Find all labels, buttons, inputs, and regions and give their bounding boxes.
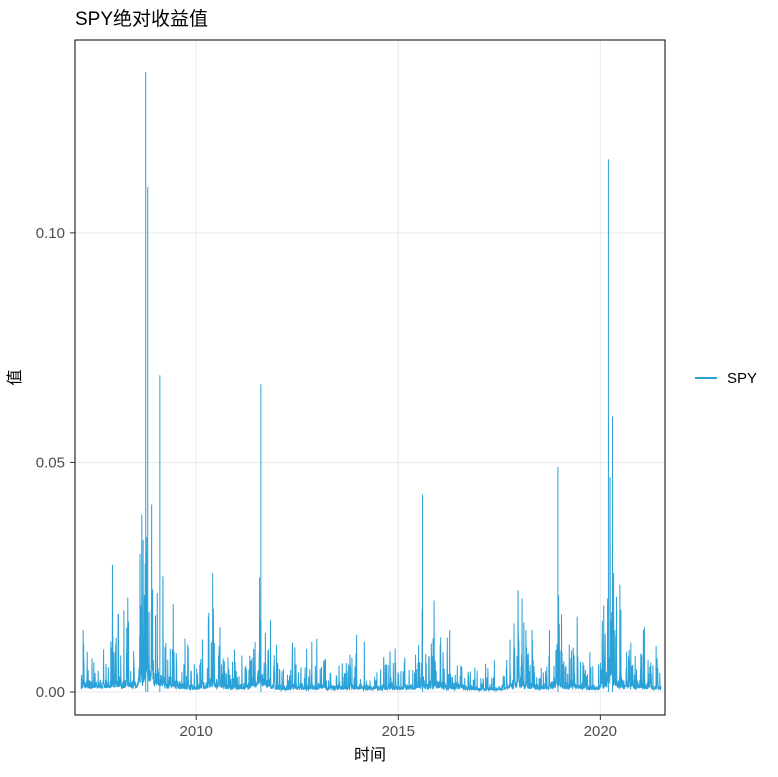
- x-tick-label: 2020: [584, 723, 617, 740]
- chart: 2010 2015 2020 0.00 0.05 0.10 时间 值 SPY绝对收益值 SPY: [0, 0, 778, 777]
- legend-label: SPY: [727, 370, 757, 387]
- y-tick-label: 0.00: [36, 684, 65, 701]
- y-tick-label: 0.05: [36, 454, 65, 471]
- chart-title: SPY绝对收益值: [75, 8, 208, 30]
- x-tick-label: 2015: [382, 723, 415, 740]
- y-axis-title: 值: [6, 369, 24, 385]
- x-axis-title: 时间: [354, 746, 386, 764]
- x-tick-label: 2010: [180, 723, 213, 740]
- y-tick-label: 0.10: [36, 225, 65, 242]
